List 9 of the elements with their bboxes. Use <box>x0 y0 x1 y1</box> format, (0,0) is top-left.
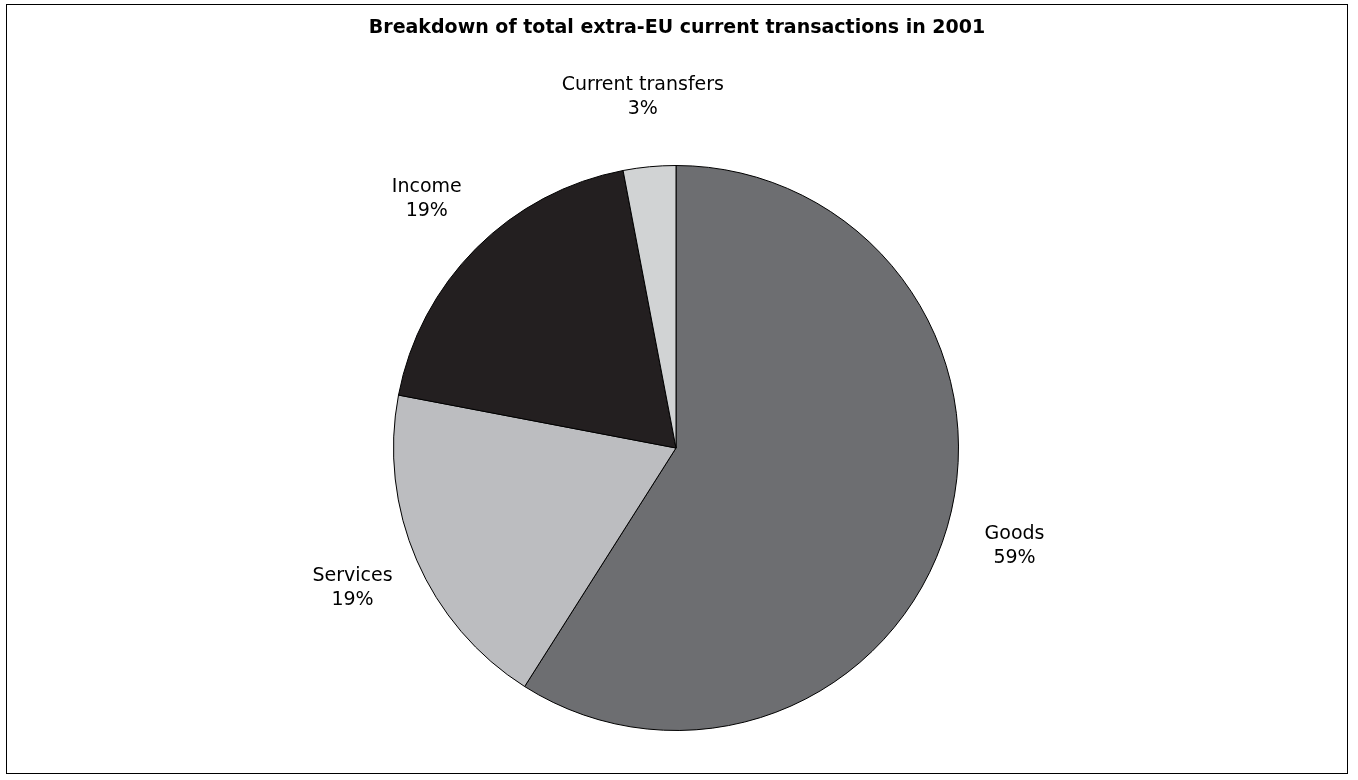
slice-label: Current transfers <box>561 72 724 94</box>
slice-label: Services <box>312 562 393 585</box>
slice-label: Income <box>391 173 462 196</box>
slice-label: Goods <box>984 521 1045 544</box>
data-label: 19% <box>331 586 374 609</box>
data-label: 3% <box>627 96 658 118</box>
data-label: 59% <box>993 545 1036 568</box>
data-label: 19% <box>405 197 448 220</box>
chart-title: Breakdown of total extra-EU current transactions in 2001 <box>367 15 987 37</box>
